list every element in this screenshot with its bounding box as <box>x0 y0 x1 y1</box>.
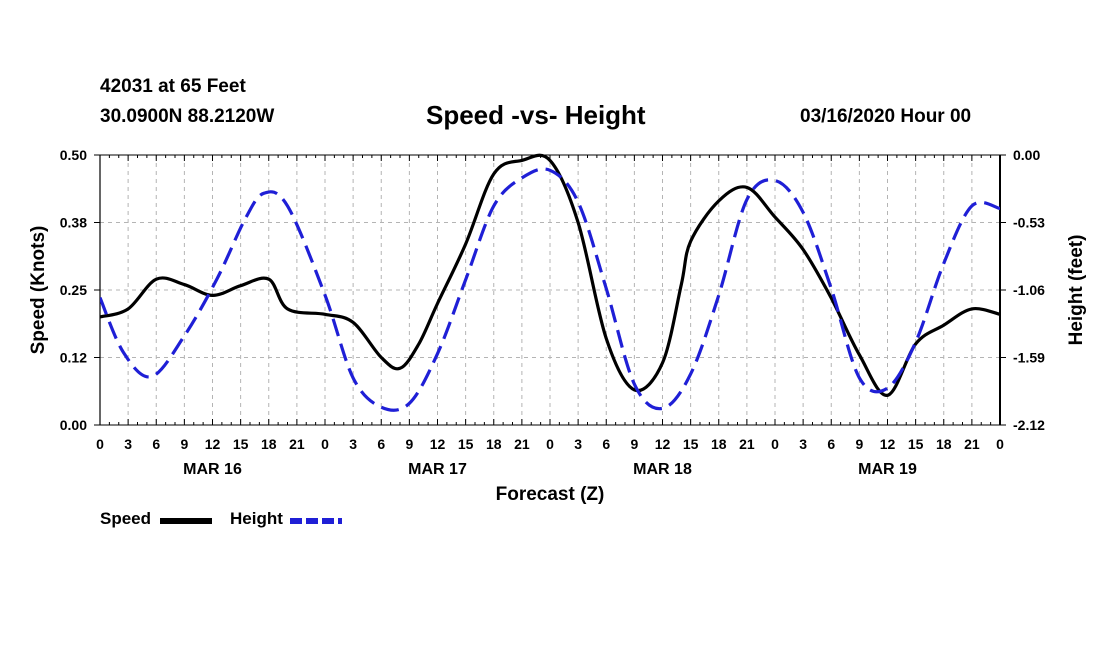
x-tick-label: 15 <box>683 436 699 452</box>
x-tick-label: 21 <box>964 436 980 452</box>
x-tick-label: 21 <box>739 436 755 452</box>
x-tick-label: 18 <box>261 436 277 452</box>
left-tick-label: 0.38 <box>60 215 87 231</box>
height-series-line <box>100 167 1000 412</box>
right-tick-label: 0.00 <box>1013 147 1040 163</box>
x-tick-label: 9 <box>405 436 413 452</box>
x-tick-label: 15 <box>908 436 924 452</box>
x-tick-label: 3 <box>124 436 132 452</box>
x-tick-label: 15 <box>458 436 474 452</box>
legend-speed-swatch <box>160 518 212 524</box>
x-tick-label: 9 <box>180 436 188 452</box>
chart-title: Speed -vs- Height <box>426 100 646 130</box>
day-label: MAR 19 <box>858 461 917 478</box>
right-tick-label: -0.53 <box>1013 215 1045 231</box>
forecast-datetime: 03/16/2020 Hour 00 <box>800 106 972 127</box>
left-tick-label: 0.50 <box>60 147 87 163</box>
x-tick-label: 18 <box>936 436 952 452</box>
x-tick-label: 12 <box>655 436 671 452</box>
legend-speed-label: Speed <box>100 509 152 528</box>
x-tick-label: 18 <box>486 436 502 452</box>
x-tick-label: 3 <box>799 436 807 452</box>
x-tick-label: 6 <box>377 436 385 452</box>
x-tick-label: 15 <box>233 436 249 452</box>
right-tick-label: -1.59 <box>1013 350 1045 366</box>
day-label: MAR 16 <box>183 461 242 478</box>
x-tick-label: 3 <box>574 436 582 452</box>
coordinates-label: 30.0900N 88.2120W <box>100 106 275 127</box>
left-tick-label: 0.00 <box>60 417 87 433</box>
x-tick-label: 12 <box>205 436 221 452</box>
x-tick-label: 21 <box>289 436 305 452</box>
station-label: 42031 at 65 Feet <box>100 76 246 97</box>
x-axis-title: Forecast (Z) <box>496 484 605 505</box>
x-tick-label: 0 <box>771 436 779 452</box>
x-tick-label: 21 <box>514 436 530 452</box>
left-tick-label: 0.25 <box>60 282 87 298</box>
day-label: MAR 18 <box>633 461 692 478</box>
legend-height-swatch <box>290 518 342 524</box>
right-tick-label: -2.12 <box>1013 417 1045 433</box>
day-label: MAR 17 <box>408 461 467 478</box>
x-tick-label: 12 <box>430 436 446 452</box>
right-axis-title: Height (feet) <box>1066 235 1087 346</box>
left-tick-label: 0.12 <box>60 350 87 366</box>
right-tick-label: -1.06 <box>1013 282 1045 298</box>
left-axis-title: Speed (Knots) <box>28 226 49 355</box>
x-tick-label: 6 <box>602 436 610 452</box>
x-tick-label: 12 <box>880 436 896 452</box>
x-tick-label: 0 <box>96 436 104 452</box>
x-tick-label: 6 <box>827 436 835 452</box>
x-tick-label: 6 <box>152 436 160 452</box>
x-tick-label: 0 <box>546 436 554 452</box>
x-tick-label: 18 <box>711 436 727 452</box>
x-tick-label: 3 <box>349 436 357 452</box>
x-tick-label: 9 <box>855 436 863 452</box>
legend-height-label: Height <box>230 509 283 528</box>
x-tick-label: 0 <box>996 436 1004 452</box>
x-tick-label: 9 <box>630 436 638 452</box>
x-tick-label: 0 <box>321 436 329 452</box>
